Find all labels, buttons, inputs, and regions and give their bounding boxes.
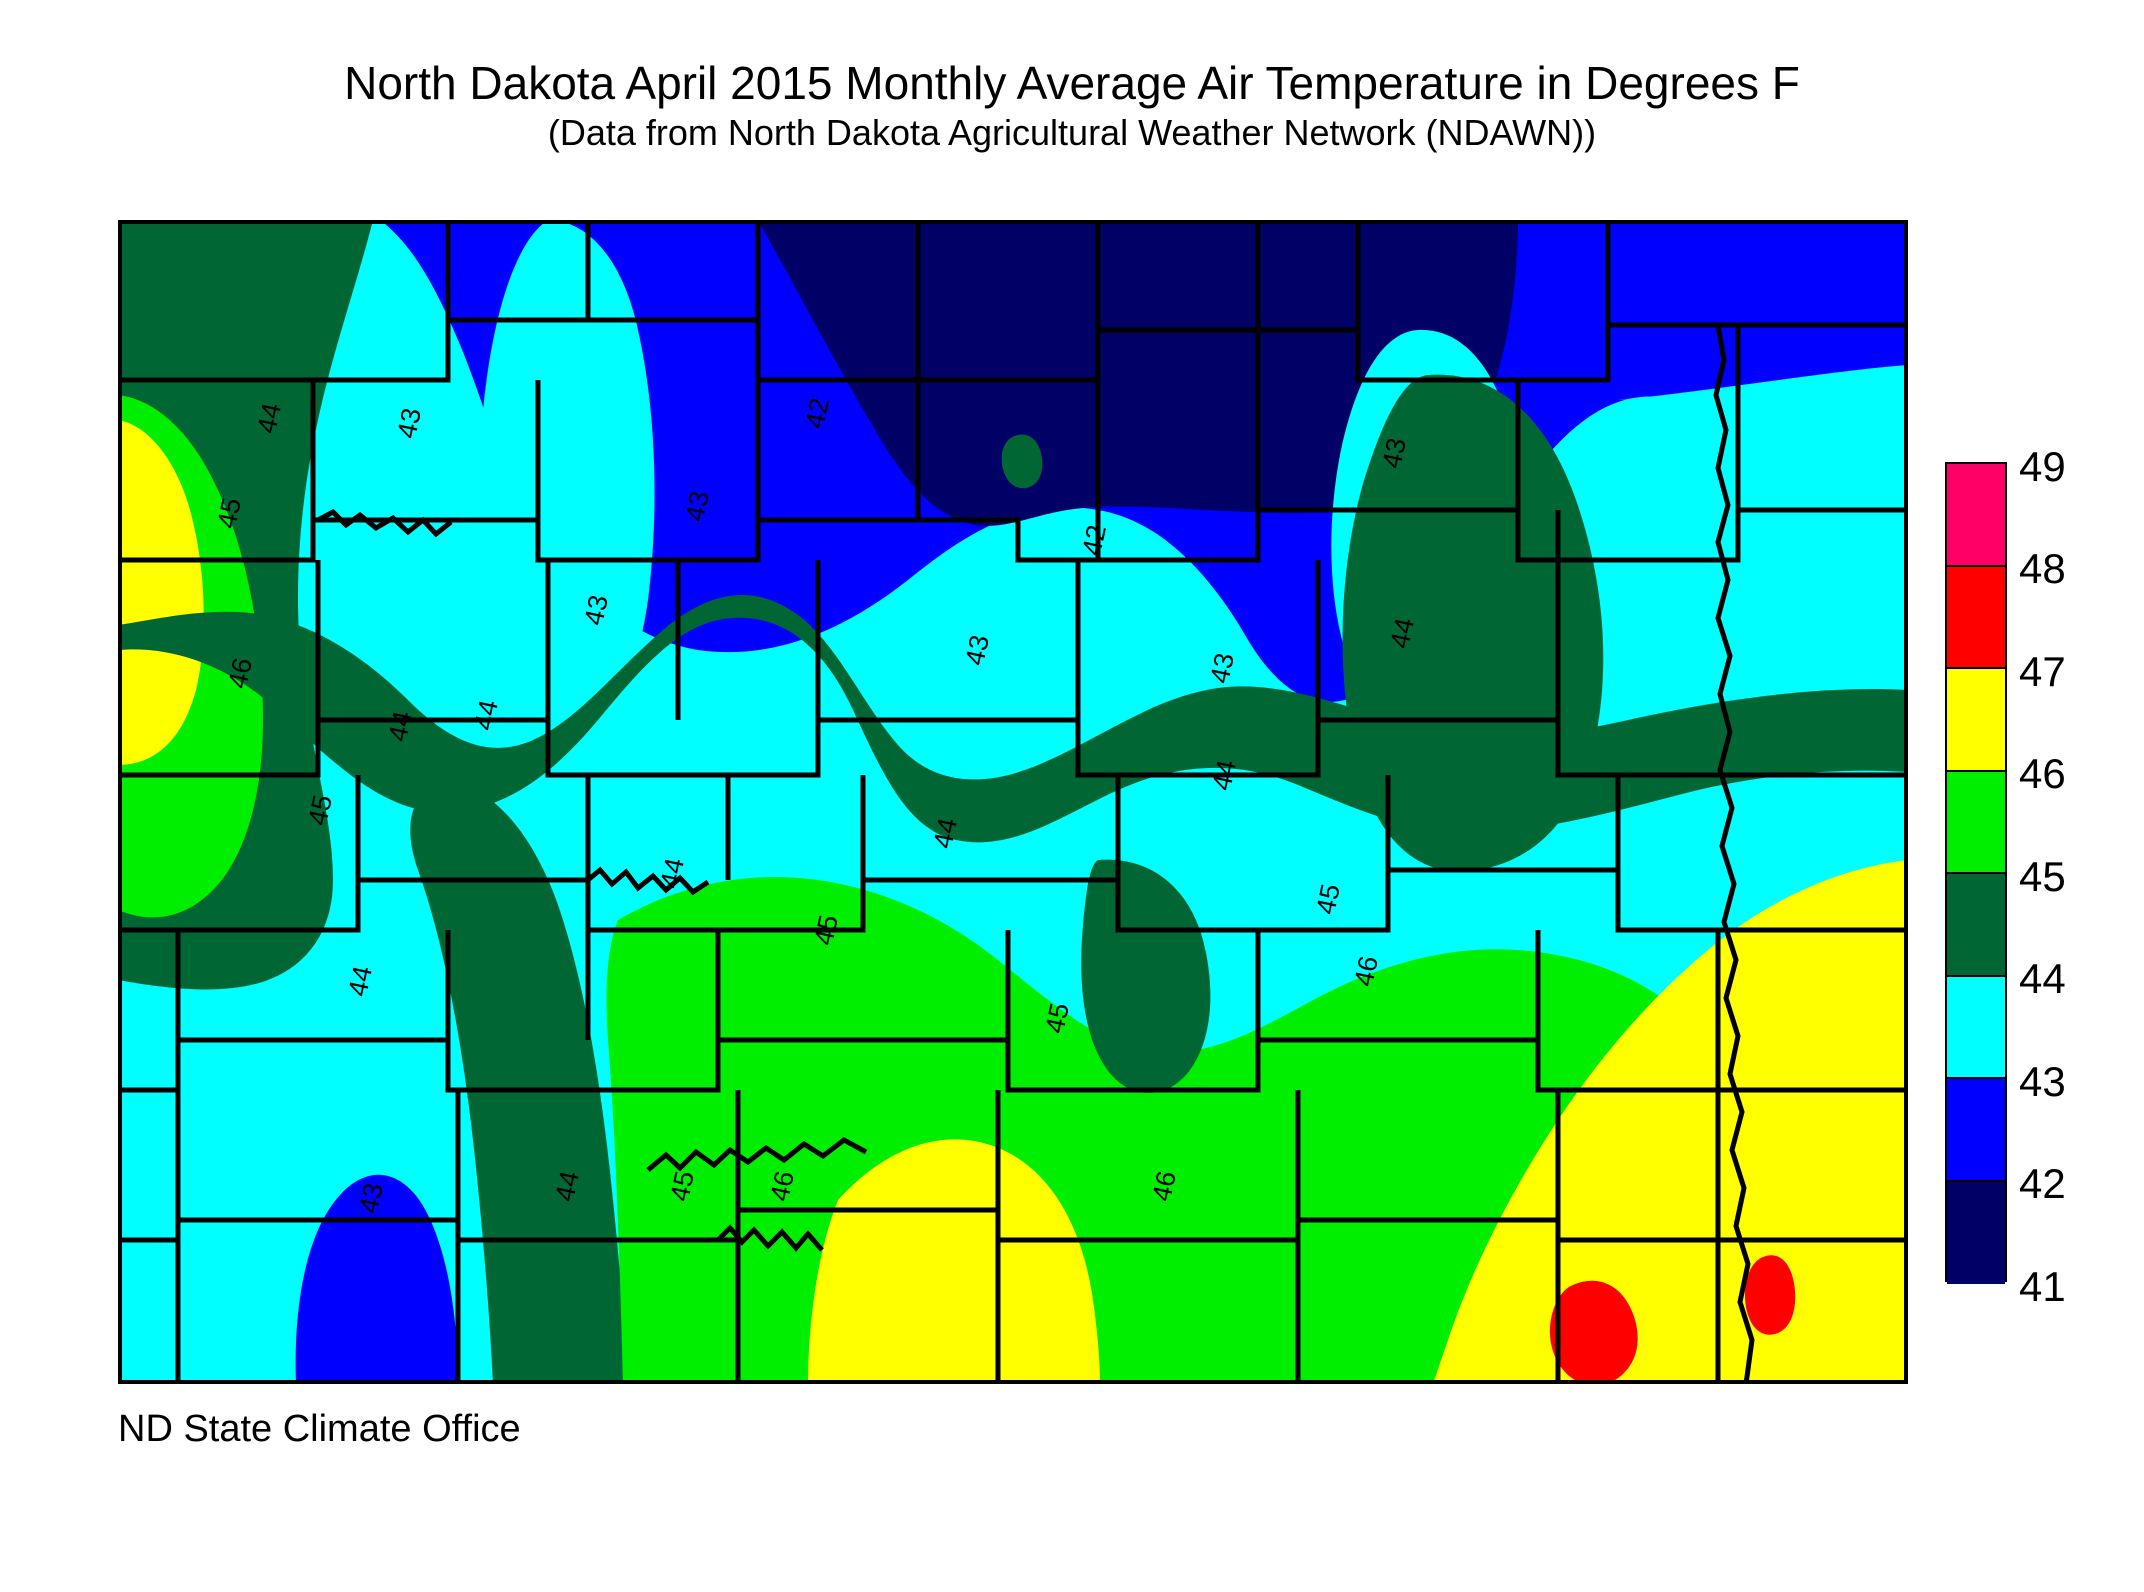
contour-label: 45	[664, 1168, 700, 1204]
missouri-river-boundary	[316, 508, 453, 538]
contour-label: 44	[342, 963, 378, 999]
temperature-contour-map: 44 43 42 43 45 42 43 43 46 43 43 44 44 44 45 44 44 44 45 45…	[118, 220, 1908, 1384]
band-44-45-small-north-spot	[1001, 434, 1043, 489]
contour-label: 44	[549, 1168, 585, 1204]
contour-label: 45	[302, 792, 338, 828]
contour-label: 43	[1376, 435, 1412, 471]
colorbar-tick-46: 46	[2019, 750, 2066, 797]
band-43-44-north-tongue	[478, 220, 655, 737]
county-line-n5	[118, 1037, 1908, 1093]
red-river-border	[1713, 324, 1755, 1384]
band-47-48-spot-large	[1549, 1280, 1638, 1384]
temperature-colorbar-legend: 49 48 47 46 45 44 43 42 41	[1945, 446, 2135, 1308]
colorbar-band-47-48	[1947, 566, 2005, 669]
colorbar-tick-48: 48	[2019, 545, 2066, 592]
band-44-45-south-finger	[1081, 859, 1211, 1094]
contour-label: 43	[391, 405, 427, 441]
page-title: North Dakota April 2015 Monthly Average …	[344, 57, 1800, 109]
band-46-47-south-dome	[808, 1139, 1100, 1384]
contour-label: 46	[1348, 953, 1384, 989]
contour-label: 44	[927, 815, 963, 851]
contour-label: 43	[578, 592, 614, 628]
band-42-43-southwest-spot	[295, 1174, 458, 1384]
contour-label: 45	[211, 495, 247, 531]
colorbar-band-42-43	[1947, 1079, 2005, 1182]
river-boundary-south	[716, 1224, 824, 1252]
band-41-42-north-central	[758, 220, 1518, 526]
contour-label: 44	[1384, 615, 1420, 651]
colorbar-tick-43: 43	[2019, 1058, 2066, 1105]
contour-label: 42	[1076, 522, 1112, 558]
contour-label: 44	[1206, 757, 1242, 793]
colorbar-tick-45: 45	[2019, 853, 2066, 900]
contour-label: 43	[959, 632, 995, 668]
contour-label: 42	[799, 395, 835, 431]
band-44-45-south-arm	[410, 780, 628, 1384]
colorbar-tick-41: 41	[2019, 1263, 2066, 1310]
band-46-47-west-pocket	[118, 420, 204, 765]
contour-label: 44	[251, 400, 287, 436]
river-boundary-central	[586, 866, 710, 896]
contour-label: 45	[1310, 881, 1346, 917]
colorbar-band-45-46	[1947, 771, 2005, 874]
contour-label: 44	[468, 697, 504, 733]
climate-office-credit: ND State Climate Office	[118, 1408, 521, 1450]
colorbar-tick-44: 44	[2019, 955, 2066, 1002]
band-43-44-far-northeast-lobe	[1618, 365, 1908, 725]
colorbar-band-48-49	[1947, 464, 2005, 567]
colorbar-band-43-44	[1947, 976, 2005, 1079]
colorbar-box	[1945, 462, 2007, 1284]
filled-contour-layer	[118, 220, 1908, 1384]
colorbar-band-46-47	[1947, 669, 2005, 772]
colorbar-tick-47: 47	[2019, 648, 2066, 695]
county-line-n3	[118, 717, 1908, 778]
contour-label: 46	[764, 1168, 800, 1204]
colorbar-tick-49: 49	[2019, 443, 2066, 490]
page-subtitle: (Data from North Dakota Agricultural Wea…	[547, 112, 1597, 153]
county-line-n6	[118, 1207, 1908, 1243]
contour-label: 43	[353, 1180, 389, 1216]
band-44-45-central	[118, 595, 1908, 843]
contour-labels-layer: 44 43 42 43 45 42 43 43 46 43 43 44 44 44 45 44 44 44 45 45…	[211, 395, 1420, 1216]
contour-label: 45	[808, 912, 844, 948]
band-46-47-southeast	[1433, 860, 1908, 1384]
contour-label: 43	[1204, 650, 1240, 686]
contour-label: 44	[654, 855, 690, 891]
band-47-48-spot-small	[1744, 1255, 1796, 1335]
contour-label: 43	[679, 488, 715, 524]
contour-label: 45	[1039, 1000, 1075, 1036]
map-svg: 44 43 42 43 45 42 43 43 46 43 43 44 44 44 45 44 44 44 45 45…	[118, 220, 1908, 1384]
county-boundaries-layer	[118, 220, 1908, 1384]
colorbar-band-44-45	[1947, 874, 2005, 977]
contour-label: 44	[382, 708, 418, 744]
county-line-n4	[118, 867, 1908, 933]
colorbar-tick-42: 42	[2019, 1160, 2066, 1207]
colorbar-band-41-42	[1947, 1181, 2005, 1284]
contour-label: 46	[222, 655, 258, 691]
sheyenne-river-boundary	[646, 1137, 868, 1172]
contour-label: 46	[1146, 1168, 1182, 1204]
